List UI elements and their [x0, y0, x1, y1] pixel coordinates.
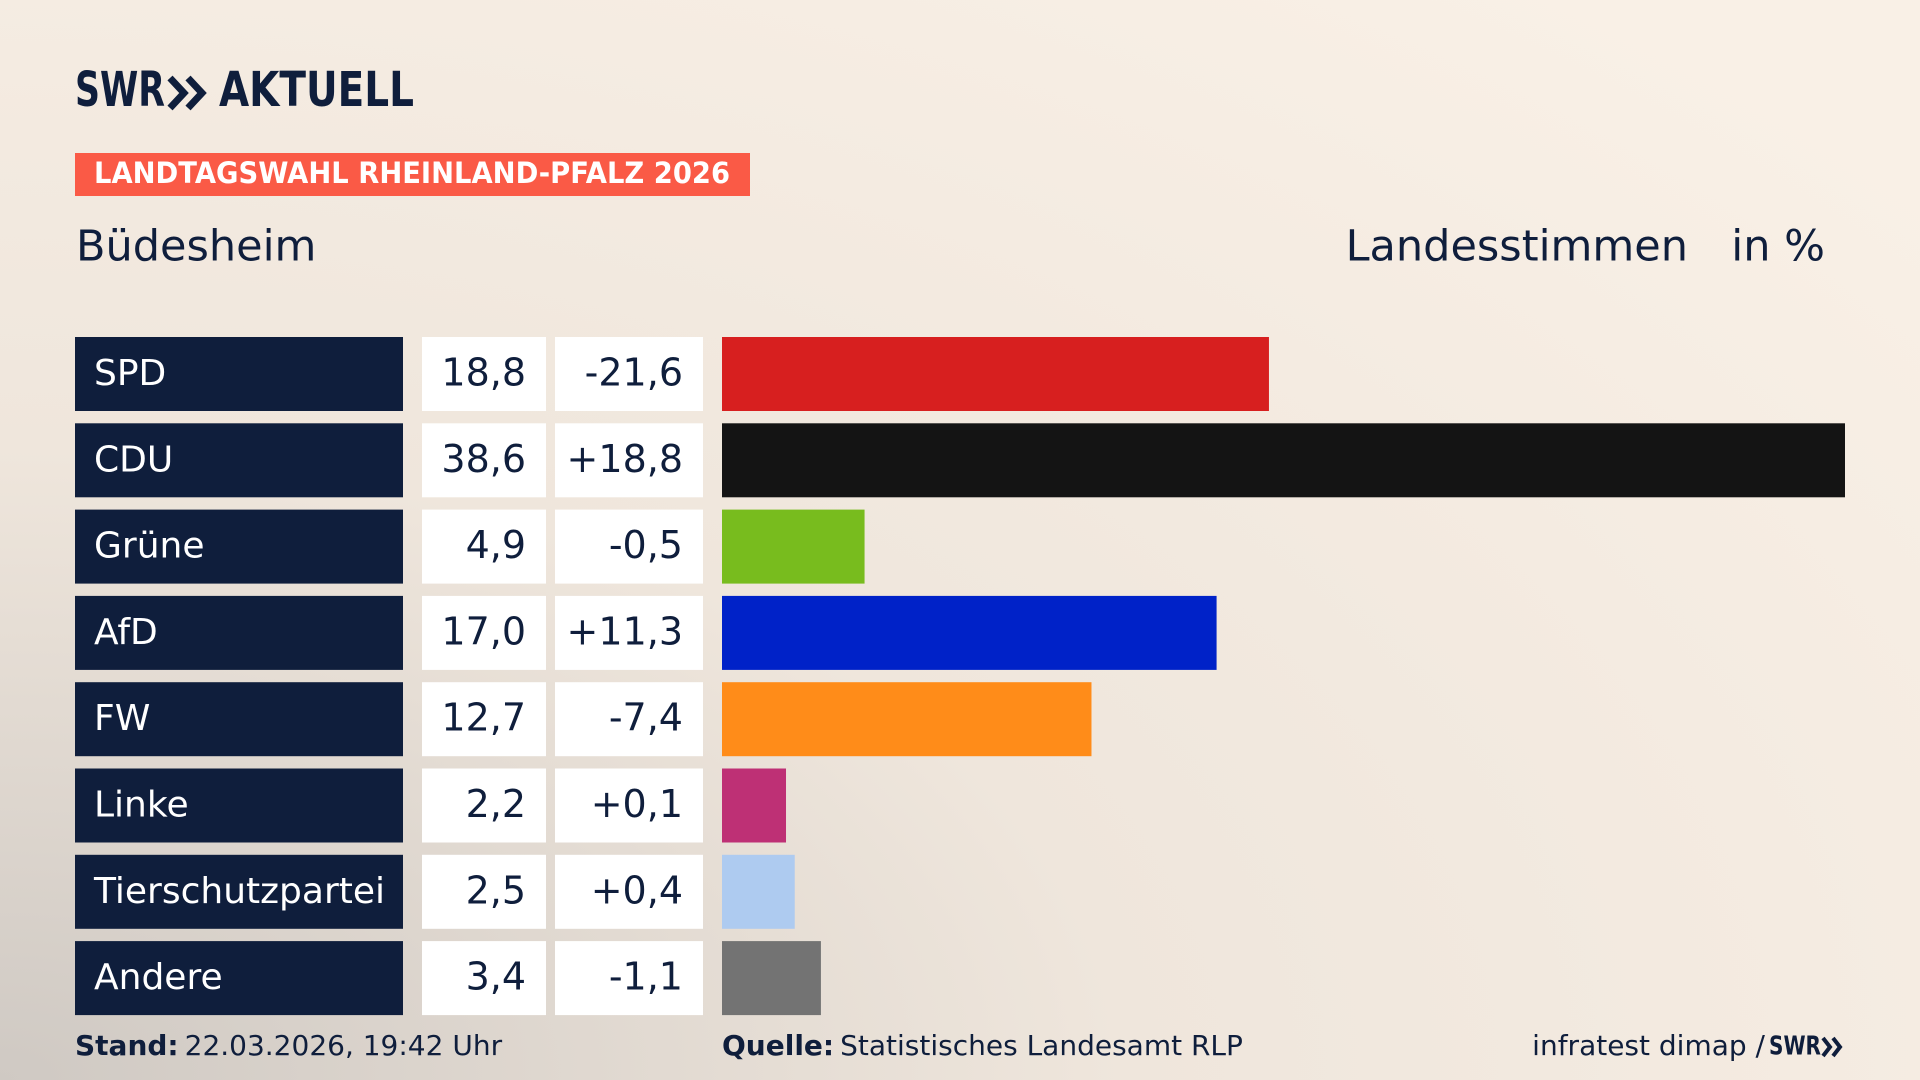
change-box — [555, 337, 703, 411]
value-box — [422, 423, 546, 498]
party-label: Grüne — [94, 526, 204, 567]
party-label: Andere — [94, 957, 223, 998]
footer-stand-value: 22.03.2026, 19:42 Uhr — [185, 1029, 503, 1062]
change-box — [555, 509, 703, 584]
footer-source-value: Statistisches Landesamt RLP — [840, 1029, 1243, 1062]
value-label: 4,9 — [466, 523, 526, 567]
party-box — [75, 423, 403, 498]
footer-source: Quelle: Statistisches Landesamt RLP — [722, 1029, 1243, 1062]
change-box — [555, 423, 703, 498]
bar — [722, 595, 1217, 670]
change-box — [555, 854, 703, 929]
footer-chevron — [1821, 1036, 1833, 1058]
footer-stand-label: Stand: — [75, 1029, 179, 1062]
change-label: +11,3 — [567, 609, 683, 653]
change-box — [555, 941, 703, 1016]
value-label: 18,8 — [441, 351, 526, 395]
value-box — [422, 682, 546, 757]
bar — [722, 941, 821, 1016]
change-label: +0,4 — [591, 868, 683, 912]
bar — [722, 423, 1845, 498]
change-label: -1,1 — [609, 955, 683, 999]
party-box — [75, 768, 403, 843]
change-box — [555, 595, 703, 670]
party-box — [75, 941, 403, 1016]
party-label: SPD — [94, 353, 166, 394]
party-box — [75, 509, 403, 584]
footer-chevron — [1831, 1036, 1843, 1058]
rows: SPD 18,8 -21,6 CDU 38,6 +18,8 Grüne 4,9 -0,5 AfD 1… — [75, 337, 1845, 1016]
party-box — [75, 337, 403, 411]
party-box — [75, 854, 403, 929]
party-box — [75, 595, 403, 670]
change-box — [555, 682, 703, 757]
party-label: AfD — [94, 612, 158, 653]
value-label: 2,5 — [466, 868, 526, 912]
value-box — [422, 595, 546, 670]
logo-chevron — [185, 75, 207, 111]
party-label: Linke — [94, 785, 189, 826]
chart-title: Büdesheim — [76, 222, 316, 272]
footer-stand: Stand: 22.03.2026, 19:42 Uhr — [75, 1029, 503, 1062]
party-box — [75, 682, 403, 757]
change-label: -0,5 — [609, 523, 683, 567]
bar — [722, 337, 1269, 411]
value-box — [422, 337, 546, 411]
change-label: -21,6 — [585, 351, 683, 395]
change-box — [555, 768, 703, 843]
footer-source-label: Quelle: — [722, 1029, 834, 1062]
value-label: 12,7 — [441, 696, 526, 740]
bar — [722, 682, 1092, 757]
value-label: 3,4 — [466, 955, 526, 999]
party-label: Tierschutzpartei — [93, 871, 385, 912]
value-label: 2,2 — [466, 782, 526, 826]
unit-label: in % — [1731, 222, 1825, 272]
footer-credit: infratest dimap / — [1532, 1029, 1765, 1062]
value-box — [422, 854, 546, 929]
logo-chevron — [167, 75, 189, 111]
value-label: 17,0 — [441, 609, 526, 653]
party-label: FW — [94, 698, 150, 739]
change-label: +18,8 — [567, 437, 683, 481]
logo-brand: SWR — [75, 62, 165, 118]
banner-box — [75, 153, 750, 196]
bar — [722, 509, 865, 584]
change-label: -7,4 — [609, 696, 683, 740]
value-box — [422, 941, 546, 1016]
banner: LANDTAGSWAHL RHEINLAND-PFALZ 2026 — [94, 156, 730, 190]
bar — [722, 768, 787, 843]
change-label: +0,1 — [591, 782, 683, 826]
logo-suffix: AKTUELL — [219, 62, 414, 118]
logo: SWR AKTUELL — [75, 62, 414, 118]
party-label: CDU — [94, 439, 173, 480]
bar — [722, 854, 795, 929]
value-box — [422, 509, 546, 584]
value-box — [422, 768, 546, 843]
value-label: 38,6 — [441, 437, 526, 481]
subtitle: Landesstimmen — [1346, 222, 1688, 272]
footer-credit-brand: SWR — [1769, 1032, 1821, 1062]
